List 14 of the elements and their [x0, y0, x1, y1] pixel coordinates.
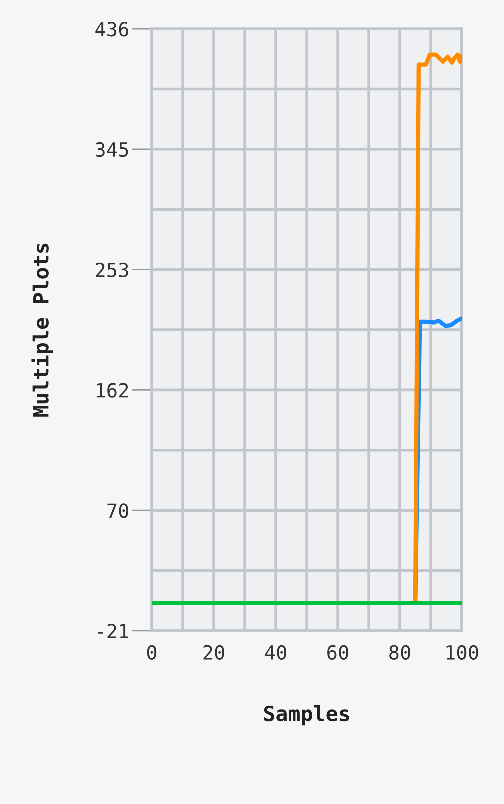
y-tick-label: -21: [98, 624, 128, 638]
x-tick-label: 100: [446, 645, 478, 660]
y-tick-label: 70: [108, 504, 129, 518]
y-tick-label: 345: [96, 142, 128, 158]
y-tick-label: 162: [97, 383, 128, 398]
x-axis-title: Samples: [264, 705, 350, 726]
y-tick-label: 253: [96, 262, 128, 278]
y-axis-title: Multiple Plots: [32, 244, 53, 417]
x-tick-label: 60: [328, 645, 348, 660]
x-tick-label: 0: [147, 645, 157, 660]
x-tick-label: 80: [390, 645, 410, 660]
x-tick-label: 40: [265, 645, 286, 660]
x-tick-label: 20: [204, 645, 224, 660]
y-tick-label: 436: [96, 22, 129, 37]
